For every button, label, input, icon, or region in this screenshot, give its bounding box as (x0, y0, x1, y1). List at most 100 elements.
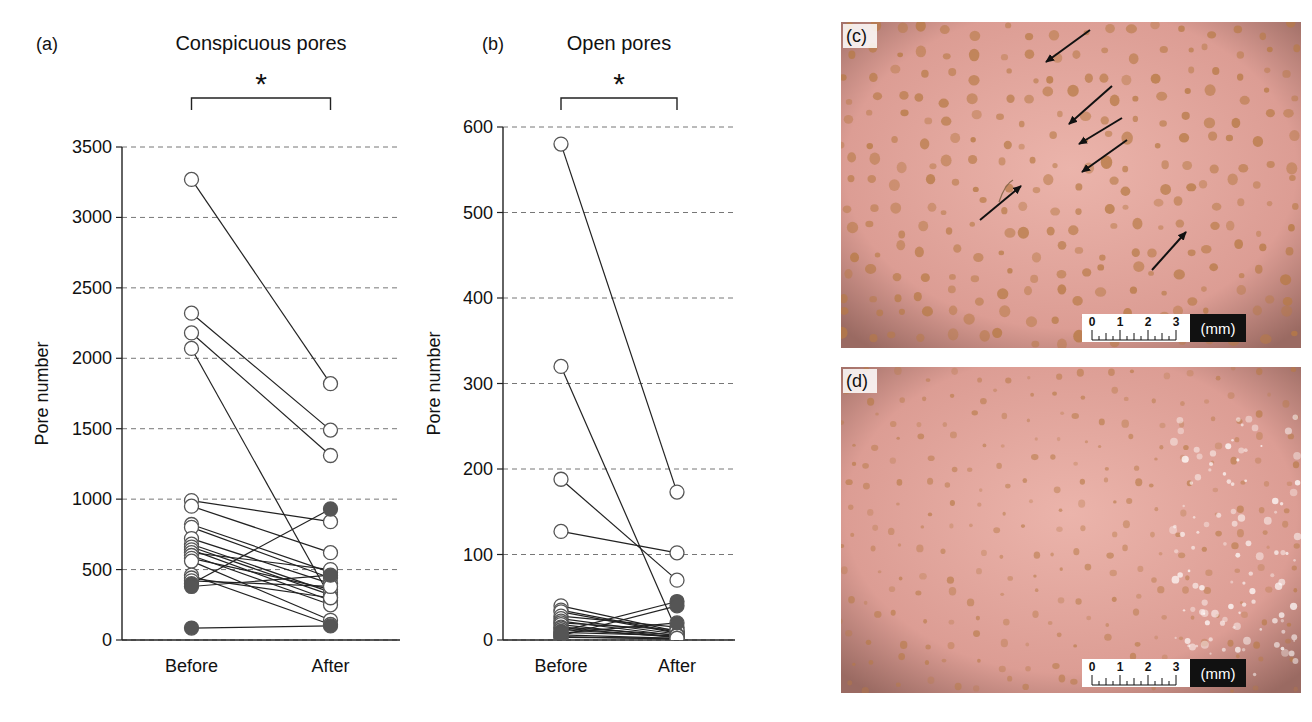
pore (862, 687, 869, 693)
skin-flake (1264, 517, 1272, 525)
skin-flake (1201, 641, 1209, 649)
y-tick (116, 499, 122, 500)
pore (867, 509, 873, 516)
pore (1159, 423, 1165, 429)
pore (1267, 47, 1273, 52)
pore (872, 525, 878, 531)
pore (1187, 297, 1197, 305)
pore (1033, 187, 1041, 193)
pore (983, 444, 987, 448)
pore (1185, 88, 1191, 94)
pore (975, 298, 984, 306)
pore (1238, 164, 1248, 173)
scale-bar-tick (1169, 336, 1170, 340)
subject-line (561, 366, 677, 631)
pore (1235, 569, 1240, 573)
skin-flake (1208, 468, 1211, 471)
scale-unit-background (1190, 659, 1246, 687)
pore (1282, 70, 1290, 78)
pore (1052, 163, 1057, 168)
photo-panel: 0123(mm)(c) (836, 19, 1301, 350)
pore (1187, 480, 1192, 486)
pore (890, 421, 897, 427)
pore (1265, 295, 1274, 303)
scale-bar-label: 2 (1145, 315, 1152, 329)
pore (1060, 567, 1063, 571)
scale-bar-tick (1092, 675, 1093, 685)
scale-bar-label: 1 (1117, 315, 1124, 329)
data-point (670, 485, 684, 499)
pore (1256, 368, 1262, 375)
x-axis (503, 639, 735, 640)
pore (899, 576, 903, 580)
pore (896, 240, 905, 250)
panel-letter: (c) (846, 26, 867, 46)
pore (841, 294, 848, 303)
skin-flake (1209, 637, 1213, 641)
skin-flake (1174, 549, 1178, 553)
pore (949, 274, 956, 280)
skin-flake (1232, 521, 1238, 527)
pore (968, 155, 977, 164)
pore (1282, 521, 1288, 528)
pore (844, 115, 853, 124)
pore (915, 247, 924, 258)
skin-flake (1202, 599, 1208, 605)
skin-flake (1280, 502, 1283, 505)
pore (1256, 410, 1263, 418)
pore (869, 152, 880, 164)
skin-flake (1177, 417, 1184, 424)
skin-flake (1227, 479, 1232, 484)
scale-bar-tick (1155, 681, 1156, 685)
pore (1003, 619, 1010, 626)
pore (943, 422, 948, 427)
pore (1258, 657, 1263, 662)
subject-line (561, 637, 677, 640)
skin-flake (1235, 647, 1241, 653)
skin-flake (1280, 550, 1285, 555)
chart-panel: (b)Open pores0100200300400500600Pore num… (424, 32, 735, 676)
pore (968, 75, 979, 86)
pore (1292, 203, 1298, 210)
pore (1204, 399, 1209, 403)
skin-flake (1281, 619, 1284, 622)
pore (922, 397, 926, 402)
pore (1151, 74, 1161, 84)
skin-flake (1196, 531, 1199, 534)
skin-flake (1231, 482, 1235, 486)
skin-flake (1188, 570, 1191, 573)
pore (1154, 507, 1158, 511)
pore (1132, 248, 1140, 257)
skin-flake (1223, 472, 1227, 476)
data-point (185, 499, 199, 513)
pore (1126, 498, 1132, 504)
pore (928, 512, 932, 516)
pore (947, 577, 954, 584)
pore (1042, 87, 1053, 97)
pore (1057, 284, 1066, 294)
pore (955, 683, 962, 690)
data-point (185, 341, 199, 355)
pore (1121, 75, 1131, 86)
photo-panel: 0123(mm)(d) (836, 366, 1302, 695)
pore (1160, 46, 1168, 53)
subject-line (561, 144, 677, 492)
pore (1293, 461, 1299, 468)
x-tick-label: After (658, 656, 696, 676)
pore (1256, 432, 1263, 440)
pore (841, 327, 848, 339)
pore (1105, 467, 1109, 471)
pore (1291, 331, 1297, 337)
pore (1294, 543, 1300, 549)
pore (1025, 49, 1035, 59)
pore (1203, 308, 1208, 314)
pore (1282, 400, 1289, 408)
pore (1188, 67, 1194, 74)
pointer-arrow (1069, 86, 1112, 124)
pore (973, 685, 979, 691)
pore (1267, 392, 1271, 396)
pore (1150, 532, 1155, 538)
pore (873, 92, 882, 100)
pore (890, 65, 900, 74)
pointer-arrow (1079, 118, 1122, 144)
